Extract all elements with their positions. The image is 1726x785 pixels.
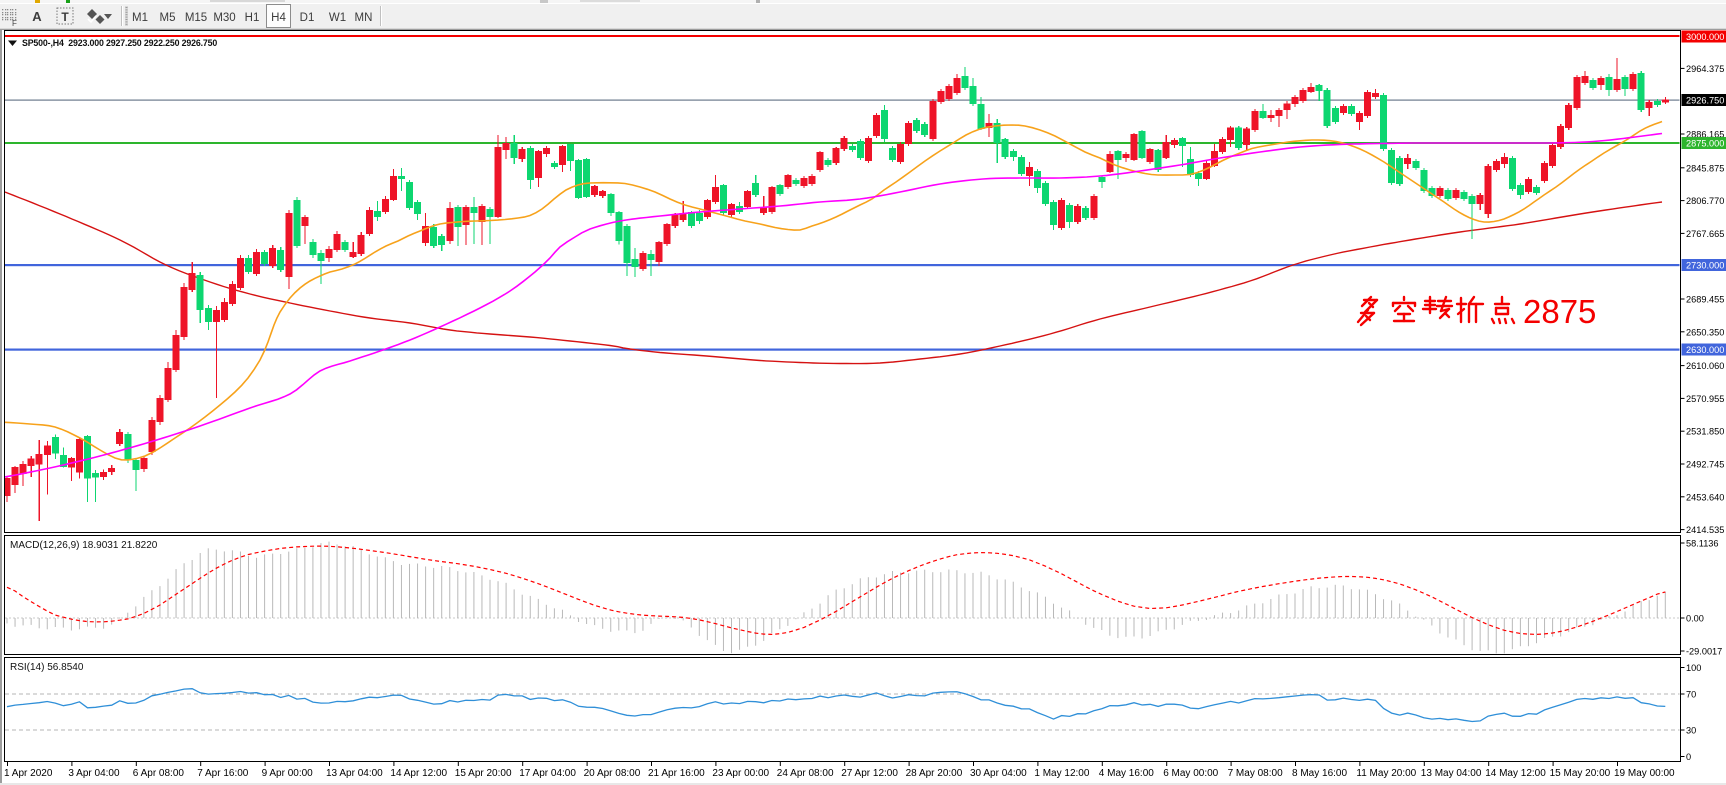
svg-text:H4: H4	[271, 12, 286, 24]
svg-text:17 Apr 04:00: 17 Apr 04:00	[519, 768, 576, 779]
svg-text:30: 30	[1686, 726, 1696, 736]
svg-text:2806.770: 2806.770	[1686, 196, 1724, 206]
svg-text:MN: MN	[355, 12, 373, 24]
svg-text:14 Apr 12:00: 14 Apr 12:00	[390, 768, 447, 779]
svg-text:D1: D1	[300, 12, 315, 24]
svg-text:21 Apr 16:00: 21 Apr 16:00	[648, 768, 705, 779]
svg-text:M30: M30	[213, 12, 235, 24]
svg-text:15 May 20:00: 15 May 20:00	[1550, 768, 1611, 779]
svg-text:1 May 12:00: 1 May 12:00	[1034, 768, 1089, 779]
svg-text:9 Apr 00:00: 9 Apr 00:00	[262, 768, 314, 779]
svg-text:SP500-,H4 2923.000 2927.250 2: SP500-,H4 2923.000 2927.250 2922.250 292…	[22, 38, 217, 48]
svg-text:19 May 00:00: 19 May 00:00	[1614, 768, 1675, 779]
svg-text:6 May 00:00: 6 May 00:00	[1163, 768, 1218, 779]
svg-text:11 May 20:00: 11 May 20:00	[1356, 768, 1416, 779]
svg-text:2610.060: 2610.060	[1686, 361, 1724, 371]
svg-text:1 Apr 2020: 1 Apr 2020	[4, 768, 53, 779]
svg-text:7 Apr 16:00: 7 Apr 16:00	[197, 768, 249, 779]
svg-text:2453.640: 2453.640	[1686, 492, 1724, 502]
svg-text:7 May 08:00: 7 May 08:00	[1228, 768, 1283, 779]
svg-text:13 Apr 04:00: 13 Apr 04:00	[326, 768, 383, 779]
svg-text:28 Apr 20:00: 28 Apr 20:00	[906, 768, 963, 779]
svg-text:M5: M5	[160, 12, 176, 24]
svg-text:RSI(14) 56.8540: RSI(14) 56.8540	[10, 662, 84, 673]
svg-text:0: 0	[1686, 752, 1691, 762]
svg-text:2845.875: 2845.875	[1686, 163, 1724, 173]
svg-text:2964.375: 2964.375	[1686, 64, 1724, 74]
svg-text:H1: H1	[245, 12, 260, 24]
svg-text:-29.0017: -29.0017	[1686, 647, 1722, 657]
svg-text:27 Apr 12:00: 27 Apr 12:00	[841, 768, 898, 779]
svg-text:58.1136: 58.1136	[1686, 539, 1719, 549]
svg-text:13 May 04:00: 13 May 04:00	[1421, 768, 1482, 779]
svg-text:8 May 16:00: 8 May 16:00	[1292, 768, 1347, 779]
svg-text:W1: W1	[329, 12, 346, 24]
svg-text:2570.955: 2570.955	[1686, 394, 1724, 404]
svg-text:30 Apr 04:00: 30 Apr 04:00	[970, 768, 1027, 779]
svg-text:20 Apr 08:00: 20 Apr 08:00	[584, 768, 641, 779]
svg-text:2630.000: 2630.000	[1686, 345, 1724, 355]
svg-text:2886.165: 2886.165	[1686, 130, 1724, 140]
svg-text:6 Apr 08:00: 6 Apr 08:00	[133, 768, 185, 779]
svg-text:3 Apr 04:00: 3 Apr 04:00	[68, 768, 120, 779]
svg-text:2492.745: 2492.745	[1686, 460, 1724, 470]
svg-text:100: 100	[1686, 663, 1701, 673]
svg-text:2414.535: 2414.535	[1686, 525, 1724, 535]
svg-text:2650.350: 2650.350	[1686, 327, 1724, 337]
svg-text:M15: M15	[185, 12, 207, 24]
svg-text:0.00: 0.00	[1686, 614, 1704, 624]
svg-text:A: A	[32, 9, 42, 24]
svg-text:23 Apr 00:00: 23 Apr 00:00	[712, 768, 769, 779]
svg-text:3000.000: 3000.000	[1686, 32, 1724, 42]
svg-text:4 May 16:00: 4 May 16:00	[1099, 768, 1154, 779]
svg-text:T: T	[61, 10, 69, 24]
svg-text:MACD(12,26,9) 18.9031 21.8220: MACD(12,26,9) 18.9031 21.8220	[10, 540, 158, 551]
svg-text:2875.000: 2875.000	[1686, 139, 1724, 149]
svg-text:2926.750: 2926.750	[1686, 96, 1724, 106]
svg-text:F: F	[12, 19, 17, 28]
svg-text:2767.665: 2767.665	[1686, 229, 1724, 239]
svg-text:2689.455: 2689.455	[1686, 295, 1724, 305]
svg-text:14 May 12:00: 14 May 12:00	[1485, 768, 1546, 779]
svg-text:2875: 2875	[1523, 293, 1596, 330]
svg-text:15 Apr 20:00: 15 Apr 20:00	[455, 768, 512, 779]
svg-text:2531.850: 2531.850	[1686, 427, 1724, 437]
svg-text:70: 70	[1686, 690, 1696, 700]
svg-text:2730.000: 2730.000	[1686, 261, 1724, 271]
svg-text:24 Apr 08:00: 24 Apr 08:00	[777, 768, 834, 779]
svg-text:M1: M1	[132, 12, 148, 24]
